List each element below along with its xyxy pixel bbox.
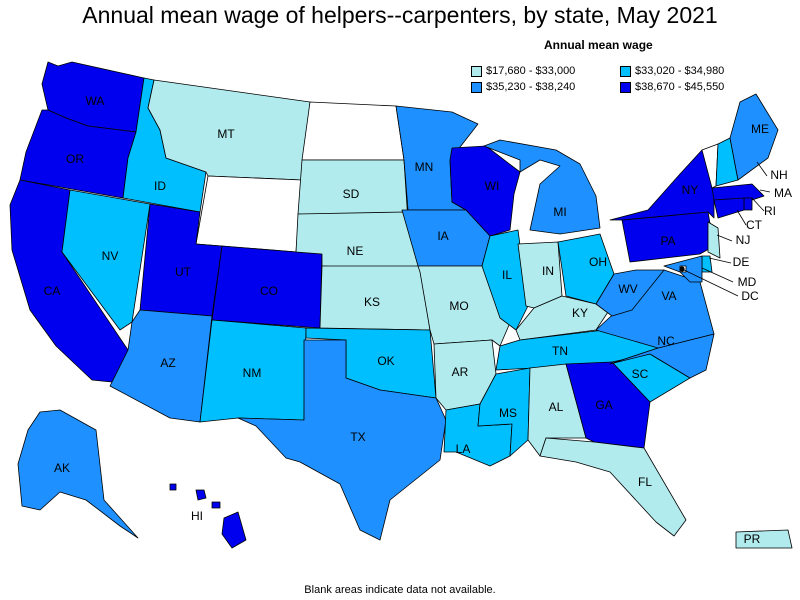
state-me bbox=[729, 93, 779, 181]
state-label-ia: IA bbox=[437, 229, 448, 243]
state-hi bbox=[211, 501, 221, 509]
state-nj bbox=[707, 221, 721, 259]
state-label-ct: CT bbox=[746, 218, 763, 232]
state-label-wi: WI bbox=[485, 179, 500, 193]
state-label-nh: NH bbox=[770, 168, 787, 182]
state-label-tx: TX bbox=[350, 430, 365, 444]
state-ny bbox=[609, 149, 715, 221]
state-hi bbox=[195, 489, 207, 501]
legend-item-3: $35,230 - $38,240 bbox=[471, 81, 575, 93]
state-nv bbox=[61, 189, 151, 331]
state-label-id: ID bbox=[154, 179, 166, 193]
dc-marker bbox=[679, 266, 685, 272]
state-label-me: ME bbox=[751, 122, 769, 136]
state-label-ne: NE bbox=[347, 244, 364, 258]
legend-label-4: $38,670 - $45,550 bbox=[635, 81, 725, 93]
state-label-hi: HI bbox=[191, 509, 203, 523]
state-label-nv: NV bbox=[102, 249, 119, 263]
state-hi bbox=[169, 483, 177, 491]
legend-swatch-3 bbox=[471, 81, 482, 93]
state-label-in: IN bbox=[542, 264, 554, 278]
state-label-la: LA bbox=[456, 442, 471, 456]
state-label-ok: OK bbox=[377, 354, 394, 368]
state-mi bbox=[483, 139, 601, 235]
legend-label-2: $33,020 - $34,980 bbox=[635, 65, 725, 77]
state-nd bbox=[301, 101, 405, 161]
state-label-ak: AK bbox=[54, 461, 70, 475]
legend-swatch-4 bbox=[620, 81, 631, 93]
state-label-va: VA bbox=[661, 289, 676, 303]
state-label-de: DE bbox=[733, 255, 750, 269]
state-label-ma: MA bbox=[774, 186, 792, 200]
state-ct bbox=[713, 197, 745, 219]
state-wy bbox=[195, 175, 303, 253]
state-label-oh: OH bbox=[589, 255, 607, 269]
legend-swatch-1 bbox=[471, 65, 482, 77]
state-ak bbox=[17, 409, 139, 539]
state-tx bbox=[237, 339, 447, 541]
footnote: Blank areas indicate data not available. bbox=[304, 584, 496, 596]
state-label-co: CO bbox=[260, 284, 278, 298]
state-wv bbox=[595, 269, 665, 317]
state-label-az: AZ bbox=[160, 356, 175, 370]
state-label-mt: MT bbox=[217, 127, 235, 141]
state-label-ar: AR bbox=[452, 365, 469, 379]
state-label-wa: WA bbox=[86, 94, 105, 108]
state-label-pa: PA bbox=[660, 234, 675, 248]
state-label-mi: MI bbox=[553, 205, 566, 219]
state-ri bbox=[743, 197, 753, 211]
state-label-ny: NY bbox=[682, 183, 699, 197]
state-label-nc: NC bbox=[657, 334, 675, 348]
state-label-sd: SD bbox=[343, 187, 360, 201]
legend-title: Annual mean wage bbox=[544, 38, 653, 52]
legend-item-4: $38,670 - $45,550 bbox=[620, 81, 724, 93]
state-in bbox=[517, 241, 563, 309]
state-fl bbox=[539, 437, 687, 537]
state-label-ga: GA bbox=[595, 398, 612, 412]
state-label-il: IL bbox=[502, 268, 512, 282]
legend-item-2: $33,020 - $34,980 bbox=[620, 65, 724, 77]
state-label-mo: MO bbox=[449, 299, 468, 313]
state-label-md: MD bbox=[738, 275, 757, 289]
state-label-fl: FL bbox=[638, 475, 652, 489]
state-label-sc: SC bbox=[632, 367, 649, 381]
state-label-dc: DC bbox=[741, 289, 759, 303]
state-label-ky: KY bbox=[572, 306, 588, 320]
state-ma bbox=[711, 183, 765, 201]
state-label-ca: CA bbox=[44, 284, 61, 298]
state-label-pr: PR bbox=[744, 532, 761, 546]
legend-label-3: $35,230 - $38,240 bbox=[486, 81, 576, 93]
state-label-nm: NM bbox=[243, 366, 262, 380]
legend-label-1: $17,680 - $33,000 bbox=[486, 65, 576, 77]
state-pr bbox=[735, 529, 793, 549]
map-title: Annual mean wage of helpers--carpenters,… bbox=[82, 2, 718, 28]
state-label-tn: TN bbox=[552, 344, 568, 358]
legend-item-1: $17,680 - $33,000 bbox=[471, 65, 575, 77]
state-label-ks: KS bbox=[364, 295, 380, 309]
state-label-ri: RI bbox=[764, 204, 776, 218]
legend-swatch-2 bbox=[620, 65, 631, 77]
state-label-wv: WV bbox=[618, 282, 637, 296]
state-wi bbox=[449, 145, 521, 237]
state-label-ms: MS bbox=[499, 406, 517, 420]
state-label-nj: NJ bbox=[736, 233, 751, 247]
state-label-mn: MN bbox=[415, 160, 434, 174]
state-hi bbox=[221, 511, 247, 549]
state-label-or: OR bbox=[66, 152, 84, 166]
state-label-al: AL bbox=[549, 400, 564, 414]
state-label-ut: UT bbox=[175, 265, 192, 279]
